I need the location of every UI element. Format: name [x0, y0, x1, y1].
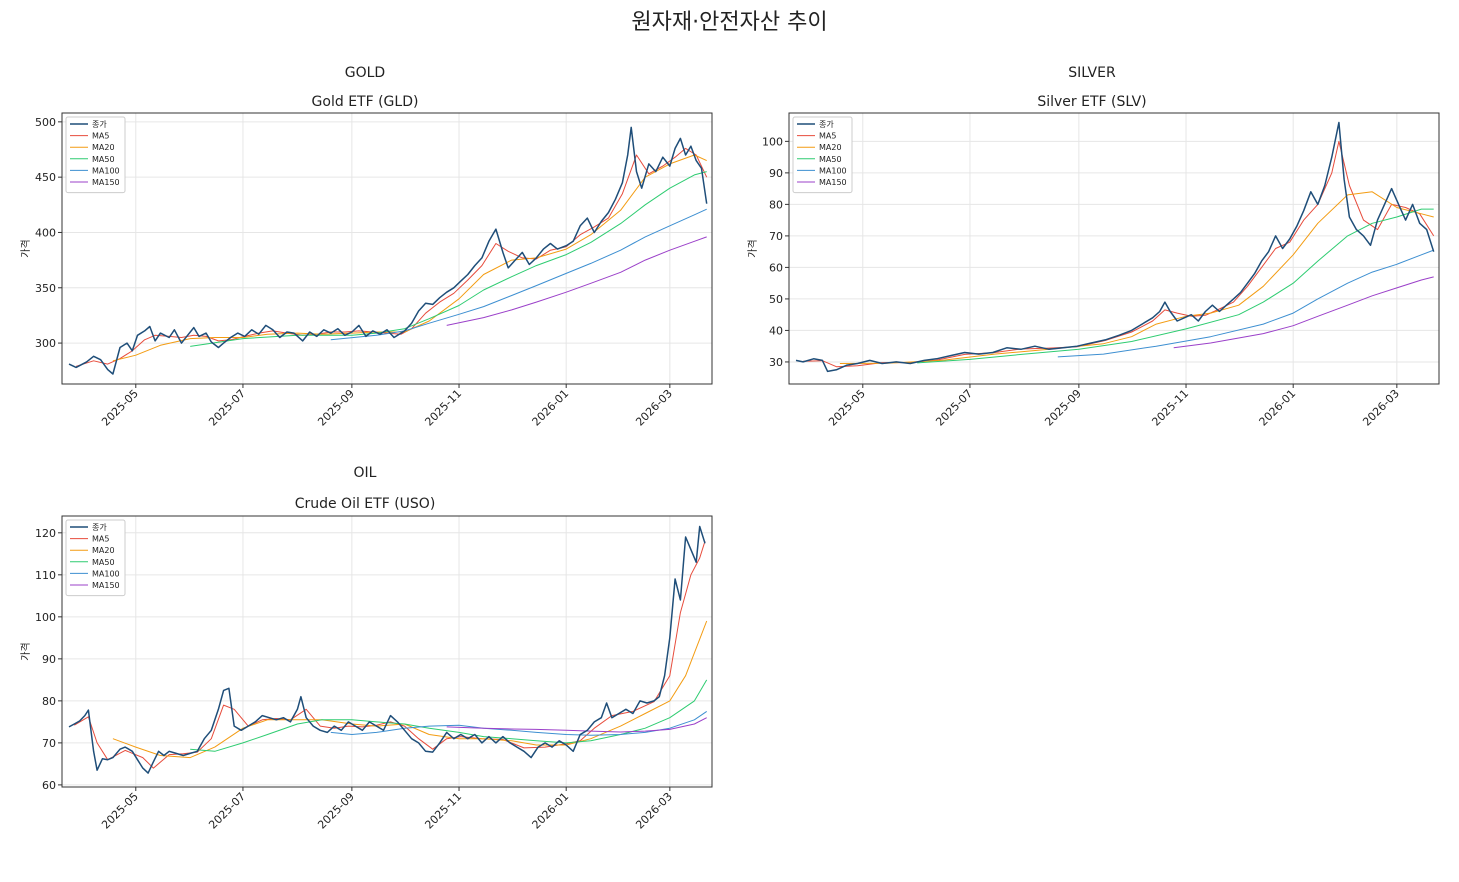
- chart-title: Crude Oil ETF (USO): [294, 496, 436, 512]
- y-tick-label: 300: [35, 337, 56, 350]
- panel-silver: SILVER Silver ETF (SLV) 30 40 50 60 70 80 90 10…: [727, 60, 1457, 440]
- legend-label: MA50: [92, 558, 115, 567]
- legend-label: MA20: [819, 143, 842, 152]
- y-tick-label: 450: [35, 171, 56, 184]
- series-ma20-line: [839, 191, 1434, 364]
- x-tick-label: 2025-07: [206, 790, 248, 832]
- x-tick-label: 2025-07: [933, 387, 975, 429]
- legend-label: MA20: [92, 546, 115, 555]
- legend-label: MA5: [92, 535, 109, 544]
- oil-chart: 60 70 80 90 100 110 120 2025-05 2025-07 2025-09 20…: [19, 515, 713, 832]
- plot-frame: [788, 112, 1440, 385]
- panel-oil: OIL Crude Oil ETF (USO) 60 70 80 90 100 110 12…: [0, 462, 730, 842]
- x-tick-label: 2025-11: [422, 790, 464, 832]
- series-ma20-line: [112, 154, 707, 362]
- y-tick-label: 500: [35, 116, 56, 129]
- x-tick-label: 2025-11: [422, 387, 464, 429]
- legend-label: MA100: [92, 569, 120, 578]
- series-close-line: [795, 121, 1435, 373]
- x-tick-label: 2025-09: [1042, 387, 1084, 429]
- y-tick-label: 400: [35, 226, 56, 239]
- series-ma5-line: [803, 140, 1435, 368]
- series-ma50-line: [917, 208, 1434, 364]
- x-tick-label: 2025-09: [315, 387, 357, 429]
- x-tick-label: 2025-05: [99, 790, 141, 832]
- legend-label: MA20: [92, 143, 115, 152]
- chart-title: Gold ETF (GLD): [311, 94, 419, 110]
- series-close-line: [68, 126, 708, 375]
- legend: 종가 MA5 MA20 MA50 MA100 MA150: [792, 116, 853, 194]
- x-tick-label: 2026-03: [1360, 387, 1402, 429]
- legend-label: MA100: [92, 166, 120, 175]
- x-tick-label: 2026-01: [530, 387, 572, 429]
- series-ma150-line: [446, 236, 707, 326]
- x-tick-label: 2025-05: [99, 387, 141, 429]
- legend-label: 종가: [819, 120, 834, 129]
- series-ma5-line: [75, 147, 708, 367]
- y-tick-label: 350: [35, 282, 56, 295]
- y-axis-label: 가격: [746, 239, 759, 257]
- chart-title: Silver ETF (SLV): [1037, 94, 1147, 110]
- gold-chart: 300 350 400 450 500 2025-05 2025-07 2025-09 2025…: [19, 112, 713, 429]
- y-tick-label: 100: [762, 135, 783, 148]
- series-ma150-line: [446, 717, 707, 733]
- series-ma5-line: [74, 541, 706, 769]
- y-tick-label: 70: [42, 737, 56, 750]
- panel-gold: GOLD Gold ETF (GLD) 300 350 400 450 500 2025-…: [0, 60, 730, 440]
- y-tick-label: 60: [769, 261, 783, 274]
- y-tick-label: 80: [42, 695, 56, 708]
- x-tick-label: 2026-03: [633, 790, 675, 832]
- x-tick-label: 2026-01: [530, 790, 572, 832]
- x-tick-label: 2025-07: [206, 387, 248, 429]
- series-ma150-line: [1173, 276, 1434, 349]
- panel-heading: OIL: [353, 465, 377, 481]
- y-tick-label: 100: [35, 611, 56, 624]
- legend-label: MA150: [819, 178, 847, 187]
- y-tick-label: 90: [42, 653, 56, 666]
- series-ma100-line: [1057, 249, 1434, 358]
- y-tick-label: 30: [769, 356, 783, 369]
- legend-label: MA5: [819, 132, 836, 141]
- legend-label: 종가: [92, 523, 107, 532]
- series-close-line: [68, 525, 706, 774]
- x-tick-label: 2025-09: [315, 790, 357, 832]
- x-tick-label: 2026-01: [1257, 387, 1299, 429]
- panel-heading: SILVER: [1068, 65, 1116, 81]
- x-tick-label: 2026-03: [633, 387, 675, 429]
- y-tick-label: 90: [769, 167, 783, 180]
- legend: 종가 MA5 MA20 MA50 MA100 MA150: [65, 116, 126, 194]
- legend: 종가 MA5 MA20 MA50 MA100 MA150: [65, 519, 126, 597]
- y-axis-label: 가격: [19, 642, 32, 660]
- y-tick-label: 80: [769, 198, 783, 211]
- y-tick-label: 60: [42, 779, 56, 792]
- series-ma100-line: [330, 208, 707, 341]
- plot-frame: [61, 515, 713, 788]
- legend-label: MA50: [92, 155, 115, 164]
- legend-label: MA5: [92, 132, 109, 141]
- series-ma20-line: [112, 620, 708, 759]
- legend-label: MA150: [92, 178, 120, 187]
- y-tick-label: 110: [35, 569, 56, 582]
- legend-label: MA50: [819, 155, 842, 164]
- y-tick-label: 40: [769, 324, 783, 337]
- x-tick-label: 2025-05: [826, 387, 868, 429]
- y-axis-label: 가격: [19, 239, 32, 257]
- silver-chart: 30 40 50 60 70 80 90 100 2025-05 2025-07 2025-09 20…: [746, 112, 1440, 429]
- figure-title: 원자재·안전자산 추이: [631, 10, 828, 35]
- legend-label: MA150: [92, 581, 120, 590]
- plot-frame: [61, 112, 713, 385]
- y-tick-label: 50: [769, 293, 783, 306]
- panel-heading: GOLD: [344, 65, 386, 81]
- legend-label: 종가: [92, 120, 107, 129]
- legend-label: MA100: [819, 166, 847, 175]
- series-ma50-line: [190, 679, 708, 752]
- series-ma50-line: [190, 171, 707, 347]
- y-tick-label: 120: [35, 527, 56, 540]
- x-tick-label: 2025-11: [1149, 387, 1191, 429]
- y-tick-label: 70: [769, 230, 783, 243]
